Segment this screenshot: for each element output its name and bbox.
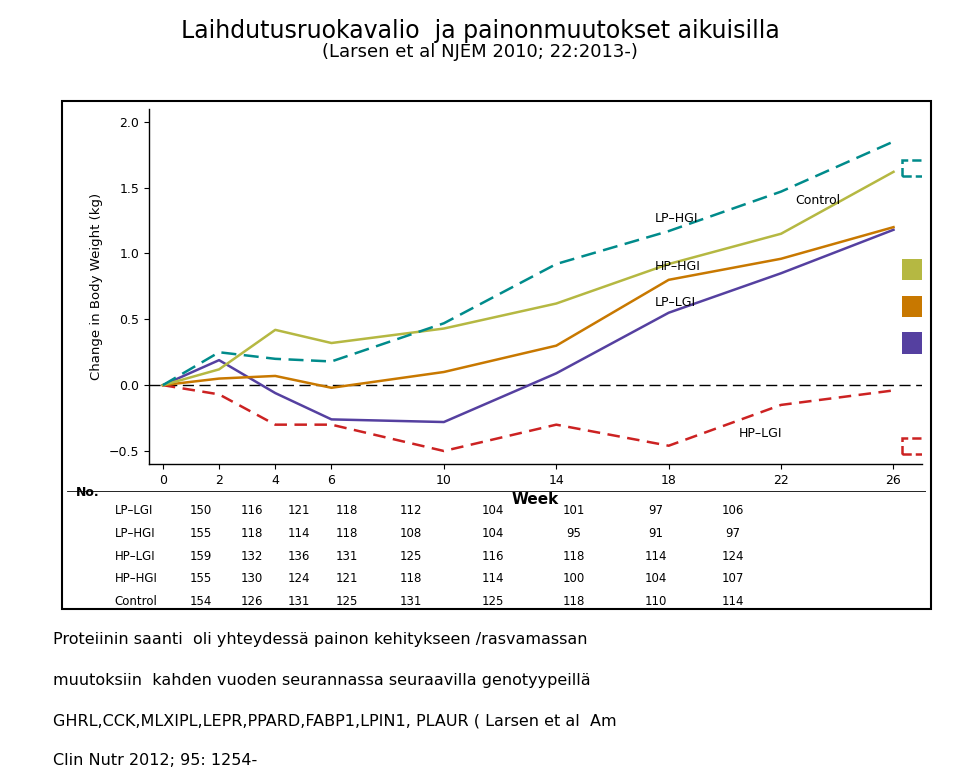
Text: 125: 125: [335, 595, 358, 608]
Text: No.: No.: [76, 486, 100, 499]
Text: Control: Control: [795, 195, 840, 207]
Text: 95: 95: [566, 527, 582, 540]
Text: 104: 104: [644, 572, 667, 585]
Text: 114: 114: [288, 527, 310, 540]
Text: 136: 136: [288, 549, 310, 563]
Text: 114: 114: [644, 549, 667, 563]
Text: 97: 97: [648, 504, 663, 518]
Text: Laihdutusruokavalio  ja painonmuutokset aikuisilla: Laihdutusruokavalio ja painonmuutokset a…: [180, 19, 780, 43]
Text: Proteiinin saanti  oli yhteydessä painon kehitykseen /rasvamassan: Proteiinin saanti oli yhteydessä painon …: [53, 632, 588, 647]
Text: 118: 118: [563, 595, 586, 608]
Text: 104: 104: [481, 527, 504, 540]
Text: 97: 97: [726, 527, 740, 540]
Text: LP–HGI: LP–HGI: [114, 527, 156, 540]
Text: 150: 150: [189, 504, 211, 518]
Text: HP–HGI: HP–HGI: [114, 572, 157, 585]
Text: 124: 124: [288, 572, 310, 585]
Text: LP–LGI: LP–LGI: [114, 504, 153, 518]
Text: 112: 112: [399, 504, 422, 518]
Text: 125: 125: [481, 595, 504, 608]
Text: HP–LGI: HP–LGI: [114, 549, 156, 563]
Text: 132: 132: [241, 549, 263, 563]
Text: 114: 114: [481, 572, 504, 585]
Text: HP–HGI: HP–HGI: [655, 260, 701, 273]
Text: 104: 104: [481, 504, 504, 518]
Text: 121: 121: [335, 572, 358, 585]
Text: 155: 155: [189, 527, 211, 540]
Bar: [902, 438, 930, 454]
Text: 118: 118: [241, 527, 263, 540]
Text: 116: 116: [481, 549, 504, 563]
Text: HP–LGI: HP–LGI: [739, 428, 782, 441]
Bar: [902, 160, 930, 176]
Text: 110: 110: [644, 595, 667, 608]
Text: 126: 126: [241, 595, 263, 608]
Text: Control: Control: [114, 595, 157, 608]
Text: 121: 121: [288, 504, 310, 518]
Bar: [902, 296, 930, 317]
Text: LP–HGI: LP–HGI: [655, 212, 698, 224]
Bar: [902, 332, 930, 354]
Text: 91: 91: [648, 527, 663, 540]
Text: 116: 116: [241, 504, 263, 518]
Text: 101: 101: [563, 504, 586, 518]
Text: 118: 118: [335, 527, 358, 540]
Text: 107: 107: [722, 572, 744, 585]
Text: 131: 131: [288, 595, 310, 608]
Text: 118: 118: [335, 504, 358, 518]
Text: 131: 131: [399, 595, 422, 608]
Text: 114: 114: [722, 595, 744, 608]
Text: 124: 124: [722, 549, 744, 563]
Y-axis label: Change in Body Weight (kg): Change in Body Weight (kg): [90, 193, 103, 380]
Text: muutoksiin  kahden vuoden seurannassa seuraavilla genotyypeillä: muutoksiin kahden vuoden seurannassa seu…: [53, 673, 590, 688]
Text: 106: 106: [722, 504, 744, 518]
Text: 130: 130: [241, 572, 263, 585]
Text: 108: 108: [399, 527, 422, 540]
Text: 118: 118: [563, 549, 586, 563]
Text: 154: 154: [189, 595, 211, 608]
Text: 159: 159: [189, 549, 211, 563]
Bar: [902, 258, 930, 280]
Text: GHRL,CCK,MLXIPL,LEPR,PPARD,FABP1,LPIN1, PLAUR ( Larsen et al  Am: GHRL,CCK,MLXIPL,LEPR,PPARD,FABP1,LPIN1, …: [53, 713, 616, 728]
Text: LP–LGI: LP–LGI: [655, 296, 696, 309]
Text: 131: 131: [335, 549, 358, 563]
Text: (Larsen et al NJEM 2010; 22:2013-): (Larsen et al NJEM 2010; 22:2013-): [322, 43, 638, 61]
Text: 100: 100: [563, 572, 586, 585]
Text: 155: 155: [189, 572, 211, 585]
Text: 118: 118: [399, 572, 422, 585]
X-axis label: Week: Week: [512, 493, 559, 508]
Text: Clin Nutr 2012; 95: 1254-: Clin Nutr 2012; 95: 1254-: [53, 753, 257, 768]
Text: 125: 125: [399, 549, 422, 563]
